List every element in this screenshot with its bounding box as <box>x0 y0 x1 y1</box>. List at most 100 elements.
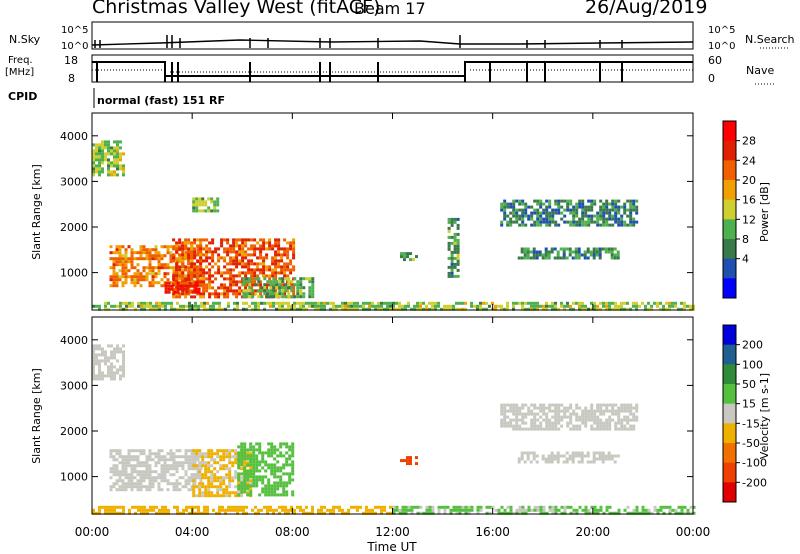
heatmap-cell <box>199 268 203 272</box>
heatmap-cell <box>272 286 276 290</box>
heatmap-cell <box>548 304 551 308</box>
heatmap-cell <box>175 488 179 492</box>
heatmap-cell <box>359 505 362 509</box>
heatmap-cell <box>584 505 588 509</box>
heatmap-cell <box>550 451 554 455</box>
heatmap-cell <box>286 268 290 272</box>
heatmap-cell <box>242 280 246 284</box>
heatmap-cell <box>545 511 549 515</box>
heatmap-cell <box>523 460 527 464</box>
heatmap-cell <box>207 197 211 201</box>
heatmap-cell <box>202 238 206 242</box>
heatmap-cell <box>242 307 245 311</box>
heatmap-cell <box>560 505 564 509</box>
heatmap-cell <box>662 307 665 311</box>
heatmap-cell <box>118 470 122 474</box>
heatmap-cell <box>569 427 573 431</box>
heatmap-cell <box>536 412 540 416</box>
power-colorbar-label: Power [dB] <box>758 182 771 242</box>
heatmap-cell <box>271 259 275 263</box>
heatmap-cell <box>151 284 155 288</box>
heatmap-cell <box>225 467 229 471</box>
heatmap-cell <box>587 208 591 212</box>
heatmap-cell <box>671 304 674 308</box>
heatmap-cell <box>190 455 194 459</box>
heatmap-cell <box>152 304 155 308</box>
heatmap-cell <box>246 469 250 473</box>
heatmap-cell <box>204 455 208 459</box>
heatmap-cell <box>279 445 283 449</box>
heatmap-cell <box>407 508 411 512</box>
heatmap-cell <box>347 511 350 515</box>
heatmap-cell <box>578 205 582 209</box>
heatmap-cell <box>602 424 606 428</box>
heatmap-cell <box>113 377 116 381</box>
heatmap-cell <box>222 491 226 495</box>
heatmap-cell <box>149 307 152 311</box>
heatmap-cell <box>112 449 116 453</box>
heatmap-cell <box>617 199 621 203</box>
heatmap-cell <box>157 488 161 492</box>
heatmap-cell <box>160 476 164 480</box>
heatmap-cell <box>644 508 648 512</box>
heatmap-cell <box>641 511 645 515</box>
heatmap-cell <box>299 505 302 509</box>
heatmap-cell <box>233 301 236 305</box>
heatmap-cell <box>104 307 107 311</box>
heatmap-cell <box>163 473 167 477</box>
heatmap-cell <box>248 283 252 287</box>
heatmap-cell <box>607 454 611 458</box>
heatmap-cell <box>209 307 212 311</box>
heatmap-cell <box>258 493 262 497</box>
heatmap-cell <box>629 214 633 218</box>
heatmap-cell <box>98 152 101 156</box>
heatmap-cell <box>413 304 416 308</box>
heatmap-cell <box>113 511 116 515</box>
heatmap-cell <box>220 241 224 245</box>
heatmap-cell <box>518 427 522 431</box>
heatmap-cell <box>247 268 251 272</box>
heatmap-cell <box>220 292 224 296</box>
heatmap-cell <box>192 476 196 480</box>
heatmap-cell <box>190 473 194 477</box>
heatmap-cell <box>122 362 125 366</box>
heatmap-cell <box>208 262 212 266</box>
heatmap-cell <box>350 304 353 308</box>
heatmap-cell <box>231 476 235 480</box>
heatmap-cell <box>264 490 268 494</box>
heatmap-cell <box>113 149 116 153</box>
heatmap-cell <box>98 161 101 165</box>
heatmap-cell <box>131 304 134 308</box>
heatmap-cell <box>266 301 269 305</box>
heatmap-cell <box>317 508 320 512</box>
heatmap-cell <box>329 511 332 515</box>
heatmap-cell <box>178 449 182 453</box>
heatmap-cell <box>577 451 581 455</box>
freq-tick-top: 18 <box>64 54 78 67</box>
heatmap-cell <box>232 280 236 284</box>
heatmap-cell <box>520 250 524 254</box>
heatmap-cell <box>157 269 161 273</box>
heatmap-cell <box>545 406 549 410</box>
heatmap-cell <box>527 301 530 305</box>
heatmap-cell <box>536 301 539 305</box>
heatmap-cell <box>629 427 633 431</box>
heatmap-cell <box>584 424 588 428</box>
heatmap-cell <box>142 461 146 465</box>
heatmap-cell <box>145 473 149 477</box>
heatmap-cell <box>115 272 119 276</box>
heatmap-cell <box>578 406 582 410</box>
heatmap-cell <box>398 307 401 311</box>
heatmap-cell <box>121 488 125 492</box>
heatmap-cell <box>293 304 296 308</box>
heatmap-cell <box>190 241 194 245</box>
heatmap-cell <box>244 253 248 257</box>
heatmap-cell <box>255 454 259 458</box>
heatmap-cell <box>614 424 618 428</box>
heatmap-cell <box>280 268 284 272</box>
heatmap-cell <box>163 458 167 462</box>
heatmap-cell <box>292 247 296 251</box>
heatmap-cell <box>216 488 220 492</box>
heatmap-cell <box>222 488 226 492</box>
heatmap-cell <box>374 511 377 515</box>
